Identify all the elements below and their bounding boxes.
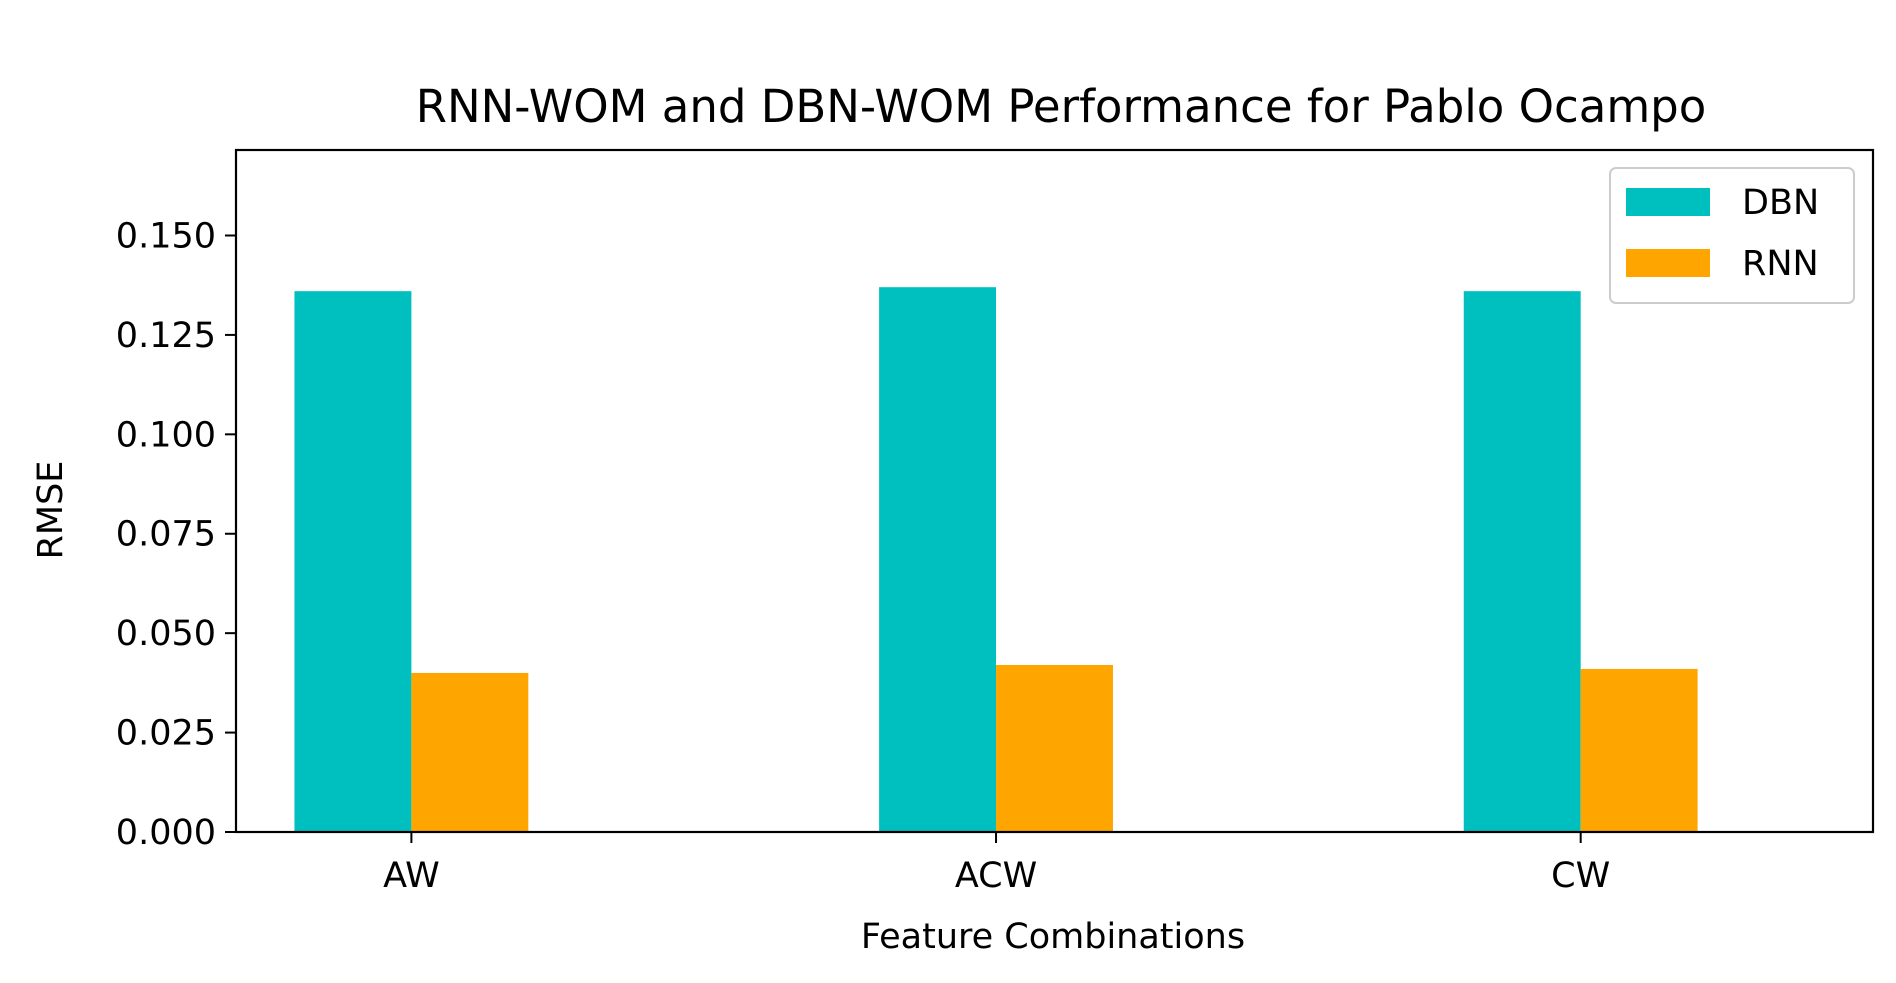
y-tick-label: 0.025 bbox=[116, 714, 216, 754]
bar-dbn-cw bbox=[1463, 291, 1581, 832]
y-axis-label: RMSE bbox=[31, 461, 71, 560]
x-tick-label: AW bbox=[383, 856, 440, 896]
plot-frame bbox=[234, 148, 1875, 834]
bar-dbn-acw bbox=[879, 287, 997, 833]
x-axis-label: Feature Combinations bbox=[861, 917, 1245, 957]
y-tick-label: 0.150 bbox=[116, 216, 216, 256]
x-tick-label: ACW bbox=[955, 856, 1037, 896]
x-tick-label: CW bbox=[1551, 856, 1610, 896]
y-tick-label: 0.000 bbox=[116, 813, 216, 853]
legend-label-rnn: RNN bbox=[1742, 244, 1819, 284]
bar-rnn-cw bbox=[1580, 668, 1698, 832]
axes-layer: 0.000 0.025 0.050 0.075 0.100 0.125 0.150 AW ACW… bbox=[116, 148, 1875, 896]
y-tick-label: 0.100 bbox=[116, 415, 216, 455]
y-tick-label: 0.125 bbox=[116, 316, 216, 356]
legend-swatch-rnn bbox=[1626, 249, 1710, 277]
legend-swatch-dbn bbox=[1626, 188, 1710, 216]
bar-dbn-aw bbox=[294, 291, 412, 832]
legend-label-dbn: DBN bbox=[1742, 183, 1819, 223]
bar-rnn-acw bbox=[996, 664, 1113, 832]
bars-layer bbox=[294, 287, 1698, 833]
bar-rnn-aw bbox=[411, 672, 529, 832]
y-tick-label: 0.075 bbox=[116, 515, 216, 555]
chart-title: RNN-WOM and DBN-WOM Performance for Pabl… bbox=[416, 80, 1707, 133]
legend: DBN RNN bbox=[1609, 167, 1855, 304]
y-tick-label: 0.050 bbox=[116, 614, 216, 654]
